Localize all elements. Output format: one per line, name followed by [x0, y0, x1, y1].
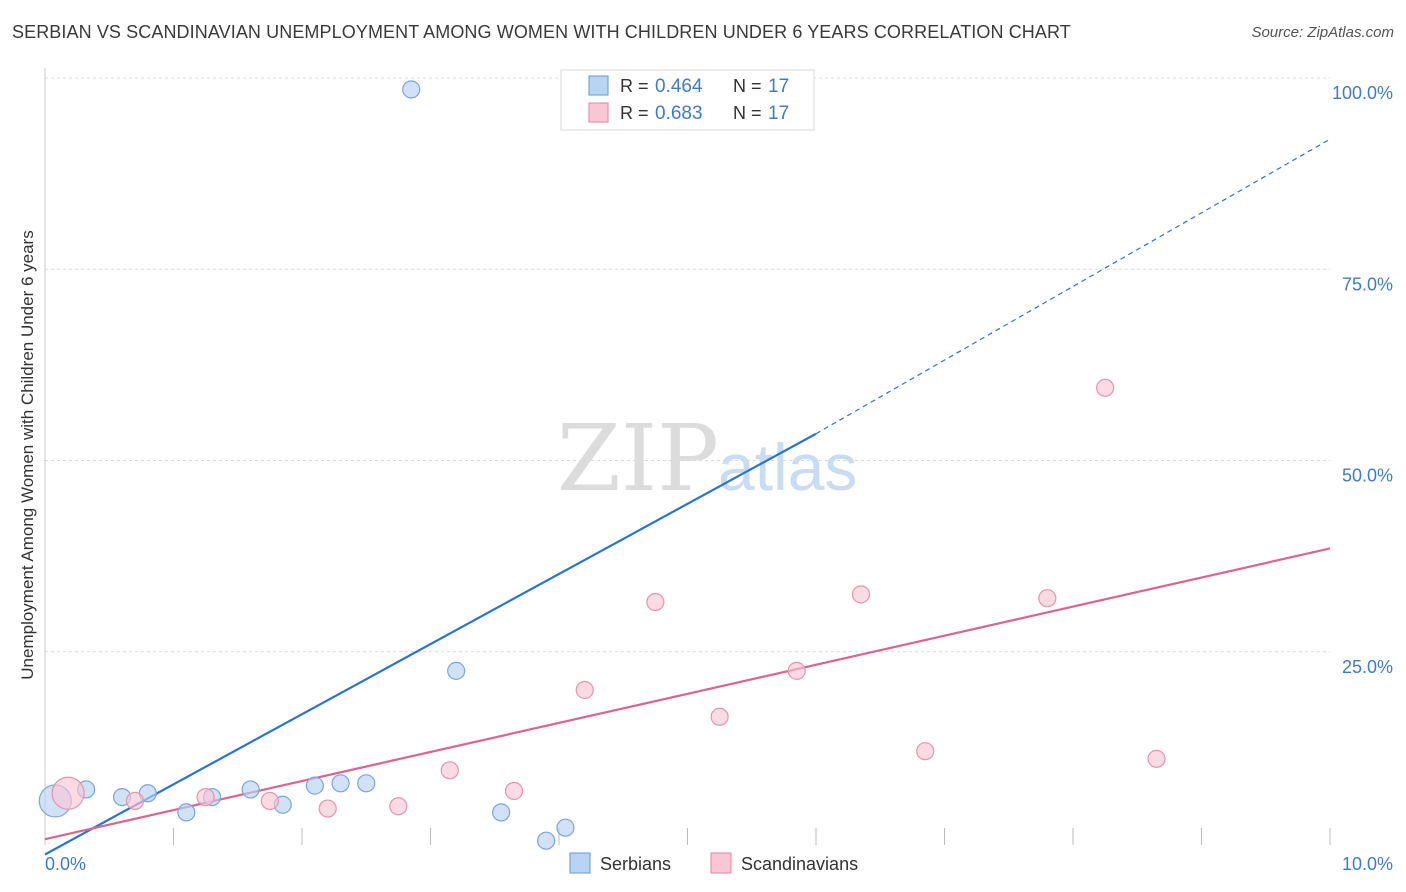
- y-tick-label: 25.0%: [1342, 657, 1393, 677]
- legend-swatch-serbians: [588, 75, 609, 96]
- legend-swatch-scandinavians: [588, 102, 609, 123]
- data-point-serbians: [492, 803, 511, 822]
- legend-r-label: R =: [620, 76, 649, 96]
- x-tick-label: 10.0%: [1342, 854, 1393, 874]
- data-point-scandinavians: [1147, 749, 1166, 768]
- data-point-serbians: [357, 774, 376, 793]
- axis-layer: 25.0% 50.0% 75.0% 100.0% 0.0% 10.0%: [44, 68, 1393, 874]
- watermark-atlas: atlas: [718, 430, 857, 504]
- trendline-extension-serbians: [815, 138, 1331, 435]
- data-point-scandinavians: [710, 707, 729, 726]
- data-point-scandinavians: [389, 797, 408, 816]
- legend-r-value: 0.683: [655, 103, 703, 124]
- data-point-serbians: [331, 774, 350, 793]
- legend-r-label: R =: [620, 103, 649, 123]
- data-point-serbians: [241, 780, 260, 799]
- legend-label-scandinavians: Scandinavians: [741, 854, 858, 874]
- grid-layer: [45, 77, 1330, 653]
- legend-swatch-scandinavians: [710, 852, 732, 874]
- data-point-serbians: [537, 831, 556, 850]
- watermark: ZIP atlas: [557, 405, 858, 512]
- data-point-scandinavians: [260, 791, 279, 811]
- legend-r-value: 0.464: [655, 76, 703, 97]
- correlation-legend: R = 0.464 N = 17 R = 0.683 N = 17: [560, 69, 815, 131]
- legend-label-serbians: Serbians: [600, 854, 671, 874]
- data-point-scandinavians: [440, 761, 459, 780]
- data-point-scandinavians: [504, 781, 524, 801]
- data-point-scandinavians: [196, 787, 215, 807]
- data-point-scandinavians: [787, 661, 806, 680]
- data-point-scandinavians: [1096, 378, 1115, 397]
- legend-n-value: 17: [768, 76, 789, 97]
- data-point-serbians: [556, 818, 575, 837]
- x-tick-label: 0.0%: [45, 854, 86, 874]
- data-point-serbians: [305, 776, 324, 795]
- y-tick-label: 100.0%: [1332, 83, 1393, 103]
- data-point-scandinavians: [51, 776, 85, 810]
- legend-n-label: N =: [733, 76, 762, 96]
- legend-n-value: 17: [768, 103, 789, 124]
- y-tick-label: 75.0%: [1342, 274, 1393, 294]
- data-point-scandinavians: [125, 791, 145, 811]
- data-point-scandinavians: [646, 592, 665, 612]
- data-point-serbians: [177, 803, 196, 822]
- points-layer: [38, 78, 1166, 850]
- data-point-scandinavians: [575, 680, 594, 700]
- legend-swatch-serbians: [569, 852, 591, 874]
- chart-title: SERBIAN VS SCANDINAVIAN UNEMPLOYMENT AMO…: [12, 22, 1071, 42]
- data-point-scandinavians: [916, 742, 935, 761]
- data-point-scandinavians: [1038, 589, 1057, 608]
- data-point-serbians: [447, 661, 466, 680]
- data-point-scandinavians: [318, 799, 337, 818]
- series-legend: Serbians Scandinavians: [569, 852, 858, 874]
- data-point-scandinavians: [851, 585, 871, 604]
- watermark-zip: ZIP: [557, 405, 719, 512]
- trendline-scandinavians: [44, 547, 1331, 841]
- source-label: Source: ZipAtlas.com: [1251, 24, 1394, 41]
- legend-n-label: N =: [733, 103, 762, 123]
- y-tick-label: 50.0%: [1342, 466, 1393, 486]
- trendline-serbians: [44, 432, 817, 856]
- data-point-serbians: [402, 80, 421, 99]
